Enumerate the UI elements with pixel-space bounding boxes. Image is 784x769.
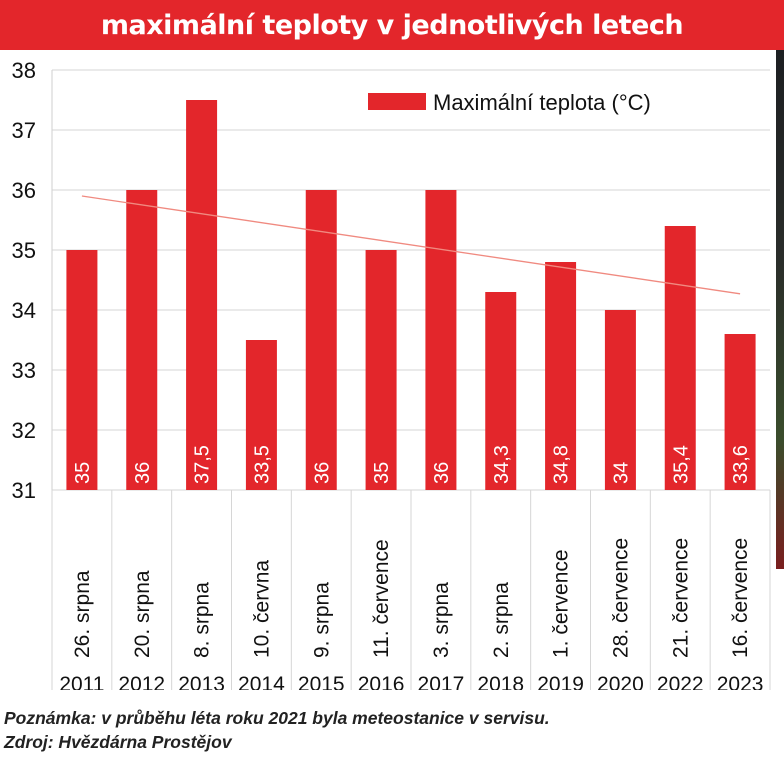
- bar: [604, 310, 636, 490]
- background-photo-edge: [776, 50, 784, 569]
- data-label: 33,5: [251, 445, 273, 484]
- y-axis-ticks: 31 32 33 34 35 36 37 38: [12, 58, 36, 503]
- bar: [126, 190, 158, 490]
- x-year-label: 2012: [118, 673, 165, 690]
- data-label: 34: [610, 462, 632, 484]
- x-date-label: 21. července: [669, 538, 692, 658]
- x-year-label: 2018: [477, 673, 524, 690]
- chart-title: maximální teploty v jednotlivých letech: [100, 9, 684, 41]
- bar: [545, 262, 577, 490]
- bar: [186, 100, 218, 490]
- x-year-label: 2011: [59, 673, 104, 690]
- y-tick-label: 31: [12, 478, 36, 503]
- trendline: [81, 195, 741, 295]
- bar: [724, 334, 756, 490]
- data-labels: 35 36 37,5 33,5 36 35 36 34,3 34,8 34 35,4 33,6: [72, 445, 752, 484]
- bar: [425, 190, 457, 490]
- chart-title-bar: maximální teploty v jednotlivých letech: [0, 0, 784, 50]
- x-year-label: 2023: [717, 673, 764, 690]
- bar: [365, 250, 397, 490]
- legend: Maximální teplota (°C): [368, 90, 651, 115]
- x-date-label: 8. srpna: [191, 582, 214, 658]
- y-tick-label: 38: [12, 58, 36, 83]
- bar: [66, 250, 98, 490]
- data-label: 35,4: [670, 445, 692, 484]
- note-text: Poznámka: v průběhu léta roku 2021 byla …: [4, 708, 550, 728]
- data-label: 36: [311, 462, 333, 484]
- data-label: 35: [371, 462, 393, 484]
- y-tick-label: 37: [12, 118, 36, 143]
- y-tick-label: 32: [12, 418, 36, 443]
- y-tick-label: 34: [12, 298, 36, 323]
- footer-note: Poznámka: v průběhu léta roku 2021 byla …: [4, 706, 550, 754]
- x-date-label: 1. července: [550, 549, 573, 658]
- x-year-label: 2016: [358, 673, 405, 690]
- data-label: 35: [72, 462, 94, 484]
- gridlines: [51, 69, 770, 491]
- legend-swatch: [368, 93, 426, 110]
- y-tick-label: 33: [12, 358, 36, 383]
- trendline-path: [81, 195, 741, 295]
- data-label: 36: [431, 462, 453, 484]
- x-date-label: 11. července: [370, 539, 393, 658]
- bar: [664, 226, 696, 490]
- x-year-label: 2020: [597, 673, 644, 690]
- x-year-label: 2015: [298, 673, 345, 690]
- x-date-label: 20. srpna: [131, 570, 154, 658]
- x-year-label: 2014: [238, 673, 285, 690]
- data-label: 37,5: [192, 445, 214, 484]
- legend-label: Maximální teplota (°C): [433, 90, 651, 115]
- y-tick-label: 35: [12, 238, 36, 263]
- data-label: 36: [132, 462, 154, 484]
- bars: [66, 100, 756, 490]
- x-year-label: 2022: [657, 673, 704, 690]
- x-year-label: 2013: [178, 673, 225, 690]
- x-date-label: 16. července: [729, 538, 752, 658]
- bar: [305, 190, 337, 490]
- x-date-label: 9. srpna: [310, 582, 333, 658]
- x-date-label: 28. července: [609, 538, 632, 658]
- data-label: 34,3: [491, 445, 513, 484]
- data-label: 34,8: [551, 445, 573, 484]
- bar: [485, 292, 517, 490]
- x-date-label: 10. června: [250, 560, 273, 658]
- data-label: 33,6: [730, 445, 752, 484]
- y-tick-label: 36: [12, 178, 36, 203]
- x-date-label: 3. srpna: [430, 582, 453, 658]
- x-date-label: 2. srpna: [490, 582, 513, 658]
- x-year-label: 2019: [537, 673, 584, 690]
- x-axis-categories: 26. srpna 2011 20. srpna 2012 8. srpna 2013 10…: [51, 490, 771, 690]
- source-text: Zdroj: Hvězdárna Prostějov: [4, 732, 232, 752]
- x-date-label: 26. srpna: [71, 570, 94, 658]
- bar: [245, 340, 277, 490]
- x-year-label: 2017: [418, 673, 465, 690]
